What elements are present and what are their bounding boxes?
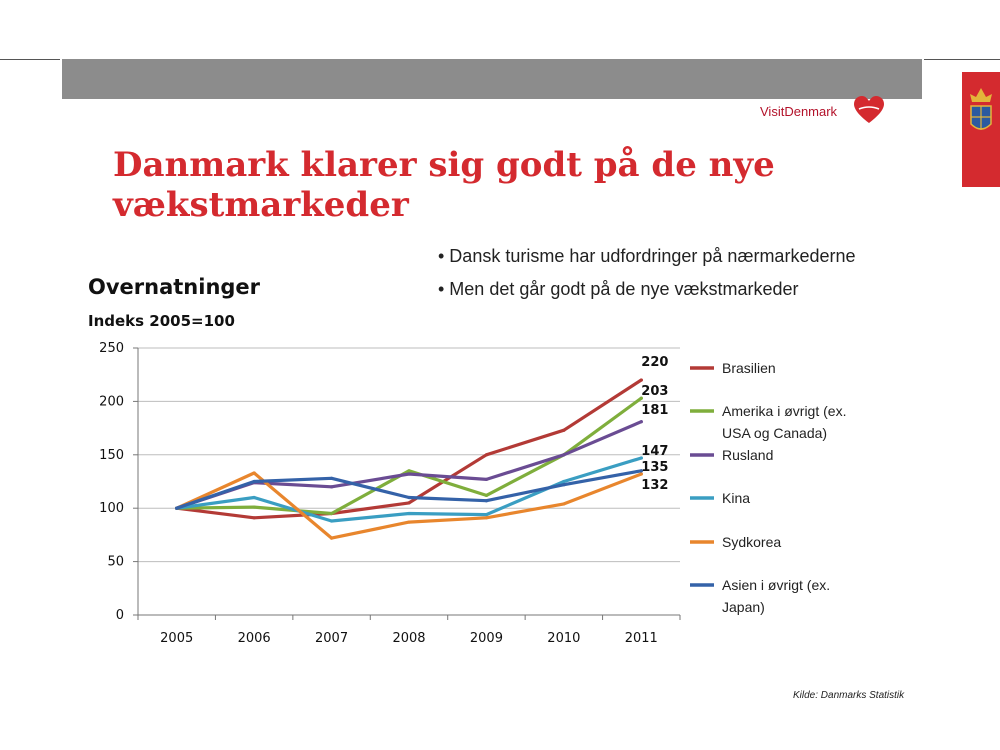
end-value-label: 181	[641, 403, 668, 418]
y-tick-label: 250	[99, 341, 124, 356]
end-value-label: 203	[641, 384, 668, 399]
data-point	[329, 476, 334, 480]
end-value-label: 220	[641, 355, 668, 370]
crest-icon	[970, 88, 992, 130]
data-point	[484, 513, 489, 517]
data-point	[484, 453, 489, 457]
data-point	[407, 520, 411, 524]
data-point	[329, 519, 334, 523]
data-point	[407, 495, 411, 500]
data-point	[252, 495, 256, 500]
data-point	[329, 485, 334, 489]
legend-label: Asien i øvrigt (ex.	[722, 577, 830, 593]
data-point	[639, 472, 643, 476]
bullet-list: • Dansk turisme har udfordringer på nærm…	[438, 246, 858, 312]
data-point	[562, 453, 566, 457]
heart-logo-icon	[854, 96, 884, 123]
data-point	[562, 502, 566, 506]
data-point	[407, 501, 411, 505]
royal-crest-tab	[962, 72, 1000, 187]
header-band	[62, 59, 922, 99]
data-point	[484, 477, 489, 481]
data-point	[329, 536, 334, 540]
y-tick-label: 0	[116, 608, 124, 623]
x-tick-label: 2005	[160, 631, 193, 646]
y-tick-label: 150	[99, 448, 124, 463]
corner-line-left	[0, 59, 60, 60]
series-line-kina	[175, 456, 643, 523]
data-point	[639, 378, 643, 382]
data-point	[175, 506, 179, 510]
source-note: Kilde: Danmarks Statistik	[793, 690, 905, 701]
data-point	[484, 499, 489, 503]
end-value-label: 135	[641, 460, 668, 475]
data-point	[484, 516, 489, 520]
legend-label: Sydkorea	[722, 534, 781, 550]
data-point	[562, 428, 566, 432]
data-point	[252, 516, 256, 520]
data-point	[407, 469, 411, 473]
bullet-item: • Dansk turisme har udfordringer på nærm…	[438, 246, 856, 266]
data-point	[639, 396, 643, 400]
data-point	[562, 479, 566, 484]
data-point	[407, 472, 411, 476]
y-tick-label: 50	[107, 555, 124, 570]
brand-name: VisitDenmark	[760, 104, 838, 119]
chart-title: Overnatninger	[88, 275, 261, 299]
data-point	[407, 511, 411, 516]
data-point	[562, 483, 566, 487]
x-tick-label: 2006	[238, 631, 271, 646]
legend-label: USA og Canada)	[722, 425, 827, 441]
series-line-rusland	[175, 420, 643, 510]
y-tick-label: 100	[99, 501, 124, 516]
data-point	[252, 505, 256, 509]
data-point	[484, 493, 489, 497]
y-tick-label: 200	[99, 394, 124, 409]
chart-subtitle: Indeks 2005=100	[88, 312, 235, 330]
x-tick-label: 2007	[315, 631, 348, 646]
end-value-label: 147	[641, 444, 668, 459]
x-tick-label: 2009	[470, 631, 503, 646]
legend-label: Japan)	[722, 599, 765, 615]
page-title: Danmark klarer sig godt på de nye vækstm…	[113, 145, 775, 225]
data-point	[639, 456, 643, 460]
data-point	[252, 479, 256, 484]
data-point	[639, 420, 643, 424]
corner-line-right	[924, 59, 1000, 60]
x-tick-label: 2010	[547, 631, 580, 646]
data-point	[252, 471, 256, 475]
legend-label: Amerika i øvrigt (ex.	[722, 403, 846, 419]
x-tick-label: 2008	[392, 631, 425, 646]
bullet-item: • Men det går godt på de nye vækstmarked…	[438, 279, 799, 299]
legend-label: Brasilien	[722, 360, 776, 376]
legend-label: Rusland	[722, 447, 773, 463]
data-point	[639, 469, 643, 473]
x-tick-label: 2011	[625, 631, 658, 646]
legend-label: Kina	[722, 490, 750, 506]
end-value-label: 132	[641, 478, 668, 493]
data-point	[329, 511, 334, 516]
